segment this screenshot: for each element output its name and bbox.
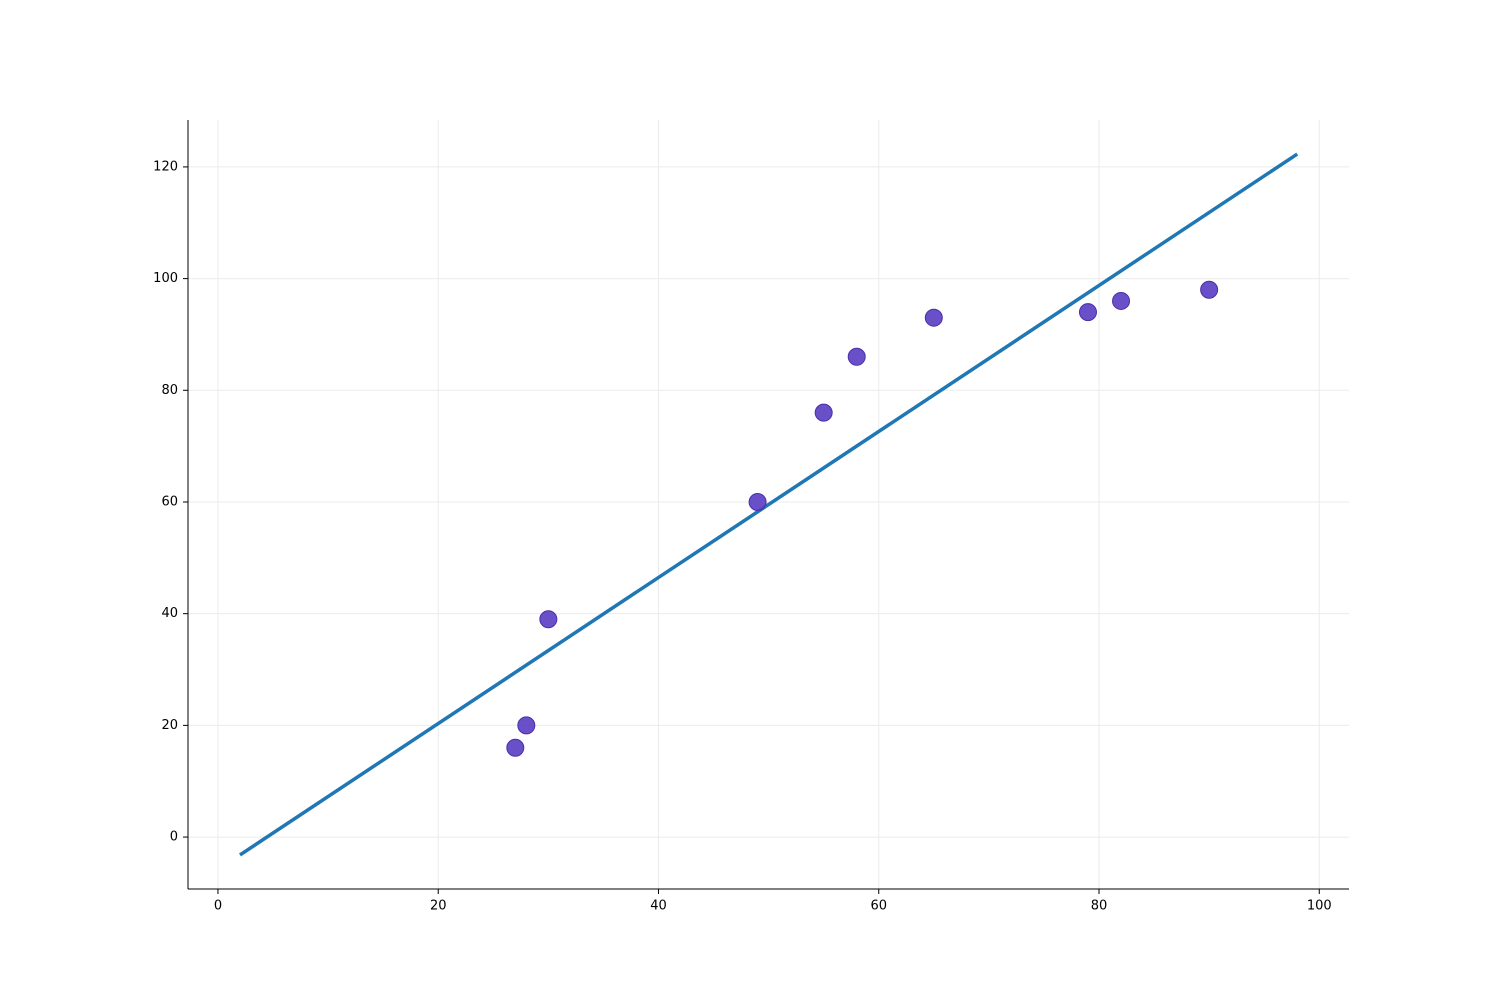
point (517, 716, 536, 735)
point (847, 347, 866, 366)
grid (188, 120, 1349, 889)
y-tick-label: 100 (153, 271, 178, 286)
point (924, 308, 943, 327)
point (748, 492, 767, 511)
point (1200, 280, 1219, 299)
x-tick-label: 60 (870, 899, 887, 914)
point (506, 738, 525, 757)
x-tick-label: 20 (430, 899, 447, 914)
y-tick-label: 120 (153, 159, 178, 174)
y-tick-label: 40 (161, 606, 178, 621)
y-tick-label: 0 (170, 830, 178, 845)
point (539, 610, 558, 629)
y-tick-label: 60 (161, 494, 178, 509)
point (1078, 303, 1097, 322)
x-tick-label: 0 (214, 899, 222, 914)
y-tick-label: 20 (161, 718, 178, 733)
point (814, 403, 833, 422)
x-tick-label: 40 (650, 899, 667, 914)
x-tick-label: 100 (1307, 899, 1332, 914)
point (1112, 291, 1131, 310)
fit-line (239, 152, 1299, 857)
x-tick-label: 80 (1091, 899, 1108, 914)
y-tick-label: 80 (161, 383, 178, 398)
